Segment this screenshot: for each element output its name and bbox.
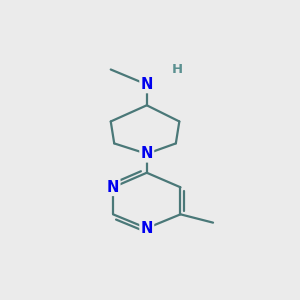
Text: N: N bbox=[107, 180, 119, 195]
Text: N: N bbox=[141, 77, 153, 92]
Text: H: H bbox=[171, 63, 183, 76]
Text: N: N bbox=[141, 146, 153, 161]
Text: N: N bbox=[141, 221, 153, 236]
